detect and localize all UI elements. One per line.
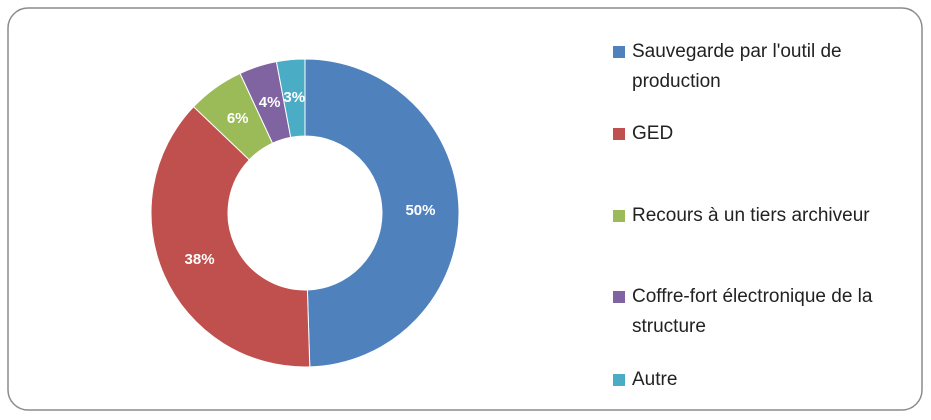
legend-swatch bbox=[613, 291, 625, 303]
legend-label: GED bbox=[632, 123, 674, 144]
legend-swatch bbox=[613, 128, 625, 140]
legend-entry: Coffre-fort électronique de la structure bbox=[613, 282, 873, 342]
legend-entry: GED bbox=[613, 119, 873, 149]
donut-slice bbox=[275, 58, 306, 138]
data-label: 4% bbox=[259, 94, 281, 111]
legend-swatch bbox=[613, 374, 625, 386]
data-label: 3% bbox=[283, 89, 305, 106]
legend-label: Autre bbox=[632, 369, 678, 390]
donut-slice bbox=[304, 58, 460, 368]
data-label: 38% bbox=[185, 251, 215, 268]
legend-entry: Autre bbox=[613, 365, 873, 395]
legend-label: Recours à un tiers archiveur bbox=[632, 205, 870, 226]
legend-swatch bbox=[613, 46, 625, 58]
data-label: 6% bbox=[227, 110, 249, 127]
donut-slice bbox=[150, 105, 311, 368]
legend-entry: Sauvegarde par l'outil de production bbox=[613, 37, 873, 97]
legend-label: Coffre-fort électronique de la structure bbox=[632, 286, 873, 337]
legend-label: Sauvegarde par l'outil de production bbox=[632, 41, 842, 92]
legend-swatch bbox=[613, 210, 625, 222]
data-label: 50% bbox=[405, 202, 435, 219]
legend-entry: Recours à un tiers archiveur bbox=[613, 201, 873, 231]
